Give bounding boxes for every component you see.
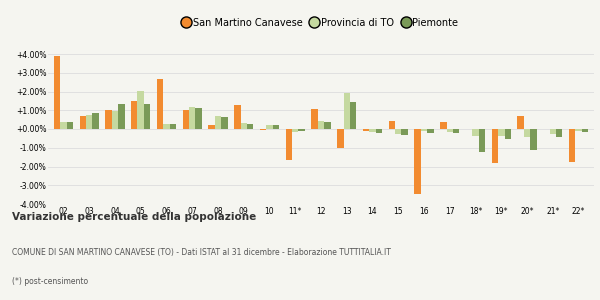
Bar	[112, 111, 118, 129]
Bar	[453, 129, 460, 133]
Bar	[182, 110, 189, 129]
Bar	[60, 122, 67, 129]
Bar	[421, 129, 427, 131]
Bar	[415, 129, 421, 194]
Bar	[286, 129, 292, 160]
Bar	[92, 113, 99, 129]
Bar	[221, 117, 227, 129]
Bar	[234, 105, 241, 129]
Bar	[273, 125, 279, 129]
Bar	[298, 129, 305, 131]
Bar	[311, 109, 318, 129]
Bar	[369, 129, 376, 132]
Bar	[157, 79, 163, 129]
Legend: San Martino Canavese, Provincia di TO, Piemonte: San Martino Canavese, Provincia di TO, P…	[180, 14, 462, 32]
Bar	[505, 129, 511, 139]
Bar	[215, 116, 221, 129]
Bar	[208, 125, 215, 129]
Bar	[144, 104, 151, 129]
Bar	[266, 125, 273, 129]
Bar	[575, 129, 582, 131]
Bar	[118, 104, 125, 129]
Bar	[524, 129, 530, 136]
Bar	[363, 129, 369, 131]
Bar	[241, 123, 247, 129]
Bar	[344, 93, 350, 129]
Bar	[427, 129, 434, 133]
Bar	[318, 121, 324, 129]
Bar	[530, 129, 536, 150]
Bar	[196, 108, 202, 129]
Bar	[440, 122, 446, 129]
Bar	[517, 116, 524, 129]
Bar	[491, 129, 498, 163]
Bar	[556, 129, 562, 136]
Bar	[247, 124, 253, 129]
Bar	[106, 110, 112, 129]
Bar	[189, 106, 196, 129]
Bar	[479, 129, 485, 152]
Bar	[376, 129, 382, 133]
Text: Variazione percentuale della popolazione: Variazione percentuale della popolazione	[12, 212, 256, 221]
Text: (*) post-censimento: (*) post-censimento	[12, 278, 88, 286]
Bar	[67, 122, 73, 129]
Bar	[137, 91, 144, 129]
Bar	[569, 129, 575, 162]
Bar	[292, 129, 298, 132]
Bar	[350, 102, 356, 129]
Bar	[337, 129, 344, 148]
Bar	[170, 124, 176, 129]
Bar	[472, 129, 479, 136]
Bar	[498, 129, 505, 136]
Bar	[54, 56, 60, 129]
Bar	[446, 129, 453, 132]
Text: COMUNE DI SAN MARTINO CANAVESE (TO) - Dati ISTAT al 31 dicembre - Elaborazione T: COMUNE DI SAN MARTINO CANAVESE (TO) - Da…	[12, 248, 391, 256]
Bar	[582, 129, 588, 132]
Bar	[324, 122, 331, 129]
Bar	[550, 129, 556, 134]
Bar	[401, 129, 408, 135]
Bar	[395, 129, 401, 134]
Bar	[389, 121, 395, 129]
Bar	[86, 115, 92, 129]
Bar	[260, 129, 266, 130]
Bar	[80, 116, 86, 129]
Bar	[131, 101, 137, 129]
Bar	[163, 124, 170, 129]
